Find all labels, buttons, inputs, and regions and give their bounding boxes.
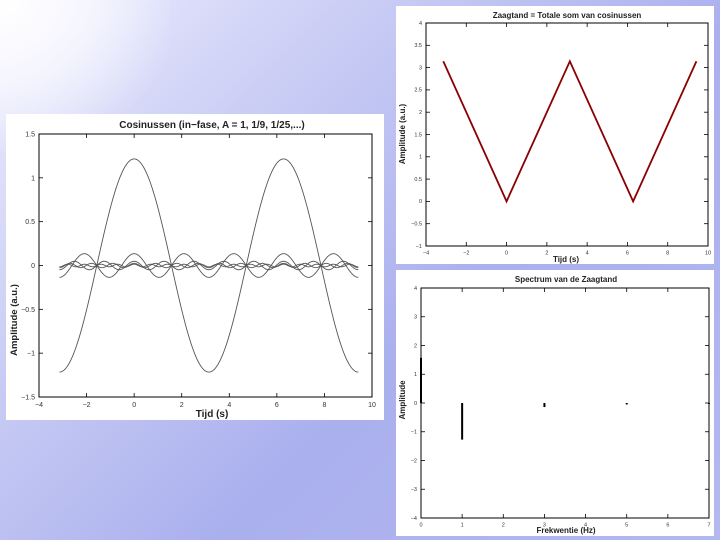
x-tick-label: 4 [586,251,589,257]
spectrum-figure: Spectrum van de Zaagtand Frekwentie (Hz)… [396,270,714,536]
y-axis-label: Amplitude (a.u.) [398,103,407,164]
x-tick-label: −4 [35,402,43,409]
x-tick-label: 2 [502,523,505,529]
cosine-series-line-5 [59,263,359,268]
y-tick-label: −1 [416,244,422,250]
y-tick-label: −1.5 [21,395,35,402]
x-tick-label: 5 [625,523,628,529]
y-tick-label: 0.5 [414,177,422,183]
x-tick-label: −2 [463,251,469,257]
chart-title: Zaagtand = Totale som van cosinussen [493,11,642,20]
y-tick-label: 2.5 [414,88,422,94]
x-tick-label: 6 [275,402,279,409]
y-tick-label: 1.5 [414,132,422,138]
x-tick-label: 4 [584,523,587,529]
sawtooth-line [442,59,698,204]
y-tick-label: 2 [419,110,422,116]
chart-title: Spectrum van de Zaagtand [515,275,617,284]
x-tick-label: 2 [545,251,548,257]
y-tick-label: −3 [411,487,417,493]
y-tick-label: 2 [414,343,417,349]
y-tick-label: 1 [414,372,417,378]
x-tick-label: 2 [180,402,184,409]
x-tick-label: 0 [132,402,136,409]
y-tick-label: 0 [419,199,422,205]
x-tick-label: −2 [83,402,91,409]
cosine-series-line-1 [59,158,359,373]
x-tick-label: 1 [461,523,464,529]
y-tick-label: 0 [414,401,417,407]
x-axis-label: Tijd (s) [553,255,579,264]
spectrum-bar [461,403,464,440]
x-tick-label: −4 [423,251,429,257]
spectrum-bar [625,403,628,405]
x-tick-label: 0 [419,523,422,529]
x-tick-label: 4 [227,402,231,409]
x-tick-label: 3 [543,523,546,529]
y-tick-label: −0.5 [411,221,422,227]
y-tick-label: −4 [411,516,417,522]
chart-title: Cosinussen (in−fase, A = 1, 1/9, 1/25,..… [119,120,304,131]
cosines-figure: Cosinussen (in−fase, A = 1, 1/9, 1/25,..… [6,114,384,420]
y-tick-label: 4 [414,286,417,292]
spectrum-bar [708,403,710,404]
cosine-series-line-4 [59,262,359,269]
y-tick-label: 3.5 [414,43,422,49]
sawtooth-chart: Zaagtand = Totale som van cosinussen Tij… [398,11,711,264]
y-tick-label: −0.5 [21,307,35,314]
x-axis-label: Tijd (s) [196,409,229,420]
x-tick-label: 8 [322,402,326,409]
plot-frame [425,22,709,247]
y-axis-label: Amplitude [398,380,407,420]
spectrum-bar [543,403,546,408]
y-tick-label: 1 [419,155,422,161]
x-tick-label: 7 [707,523,710,529]
x-tick-label: 6 [666,523,669,529]
sawtooth-figure: Zaagtand = Totale som van cosinussen Tij… [396,6,714,264]
cosine-series-line-3 [59,260,359,271]
y-tick-label: 3 [414,315,417,321]
plot-frame [420,287,710,519]
y-tick-label: −1 [27,351,35,358]
x-tick-label: 10 [368,402,376,409]
y-tick-label: 0.5 [25,219,35,226]
spectrum-bar [420,357,422,403]
x-tick-label: 8 [666,251,669,257]
y-tick-label: 1 [31,175,35,182]
x-axis-label: Frekwentie (Hz) [536,526,595,535]
x-tick-label: 10 [705,251,711,257]
x-tick-label: 0 [505,251,508,257]
y-tick-label: −2 [411,458,417,464]
spectrum-chart: Spectrum van de Zaagtand Frekwentie (Hz)… [398,275,711,535]
cosines-chart: Cosinussen (in−fase, A = 1, 1/9, 1/25,..… [9,120,376,420]
y-tick-label: 3 [419,65,422,71]
y-tick-label: 1.5 [25,132,35,139]
y-axis-label: Amplitude (a.u.) [9,284,20,356]
y-tick-label: 4 [419,21,422,27]
x-tick-label: 6 [626,251,629,257]
cosine-series-line-2 [59,253,359,278]
y-tick-label: −1 [411,430,417,436]
y-tick-label: 0 [31,263,35,270]
